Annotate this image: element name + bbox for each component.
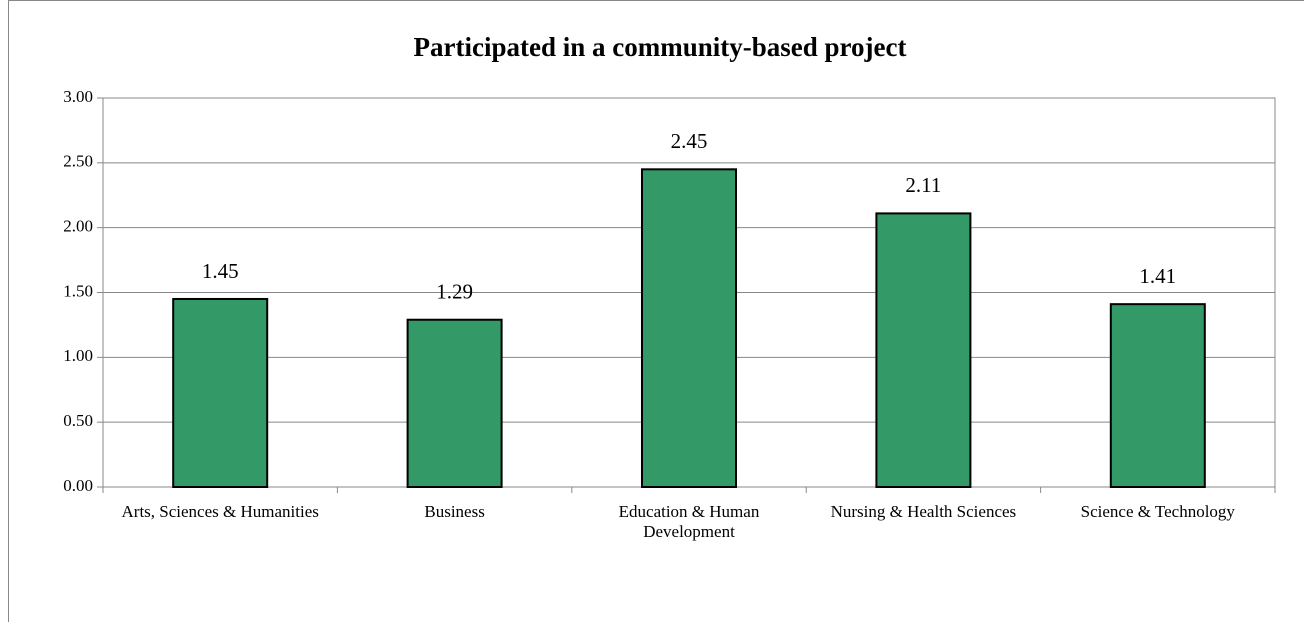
bar [406,318,503,489]
x-tick-label: Nursing & Health Sciences [830,502,1017,521]
x-tick-label: Education & Human Development [618,502,760,541]
y-tick-label: 3.00 [63,87,93,106]
y-tick-label: 0.00 [63,476,93,495]
bar [641,168,737,488]
data-label: 1.29 [436,280,473,304]
data-label: 1.41 [1139,264,1176,288]
y-tick-label: 1.00 [63,346,93,365]
y-tick-label: 0.50 [63,411,93,430]
y-tick-label: 2.50 [63,152,93,171]
chart-title: Participated in a community-based projec… [414,32,907,62]
y-tick-label: 2.00 [63,217,93,236]
x-tick-label: Business [424,502,485,521]
y-tick-label: 1.50 [63,281,93,300]
data-label: 2.45 [671,129,708,153]
x-tick-label: Science & Technology [1080,502,1235,521]
x-tick-label: Arts, Sciences & Humanities [121,502,319,521]
data-label: 1.45 [202,259,239,283]
chart-border [8,0,1304,622]
bar [875,212,972,489]
data-label: 2.11 [905,173,941,197]
bar [172,297,269,488]
bar [1109,303,1206,489]
